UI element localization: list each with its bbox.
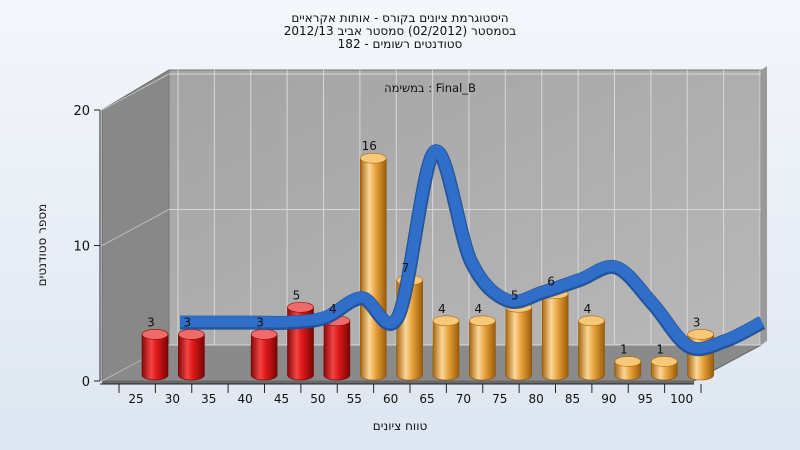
bar-value-label: 5	[293, 288, 301, 302]
grid-line-side	[101, 73, 170, 111]
bar-value-label: 7	[402, 261, 410, 275]
x-tick-label: 50	[310, 392, 325, 406]
bar	[505, 301, 533, 381]
bar-value-label: 4	[329, 302, 337, 316]
bar-value-label: 3	[693, 315, 701, 329]
overlay-curve	[180, 145, 765, 354]
x-tick-label: 85	[565, 392, 580, 406]
bar-body	[578, 320, 605, 381]
bar-body	[541, 293, 569, 381]
x-tick-label: 80	[528, 392, 543, 406]
back-wall	[168, 69, 762, 346]
bar-body	[178, 334, 205, 381]
chart-title-line-2: בסמסטר (02/2012) סמסטר אביב 2012/13	[283, 24, 517, 38]
bar-top	[141, 329, 169, 340]
y-axis-label: מספר סטודנטים	[35, 203, 49, 287]
x-tick-label: 40	[237, 392, 252, 406]
x-tick-label: 95	[638, 392, 653, 406]
bar	[650, 356, 678, 381]
x-tick-label: 35	[201, 392, 216, 406]
x-tick-label: 45	[274, 392, 289, 406]
bar-value-label: 1	[656, 342, 664, 356]
x-axis-label: טווח ציונים	[372, 419, 428, 433]
bar-top	[650, 356, 678, 367]
bar-body	[250, 334, 278, 381]
chart-title: היסטוגרמת ציונים בקורס - אותות אקראיים ב…	[0, 12, 800, 51]
x-tick-label: 90	[601, 392, 616, 406]
bar-top	[687, 329, 714, 340]
bar	[432, 315, 460, 381]
bar-body	[505, 306, 533, 381]
x-tick-label: 75	[492, 392, 507, 406]
bar	[578, 315, 605, 381]
bar-top	[432, 315, 460, 327]
bar	[323, 315, 351, 381]
bar-body	[141, 334, 169, 381]
bar-top	[287, 301, 314, 313]
y-tick-label: 10	[73, 240, 90, 255]
bar-top	[614, 356, 642, 367]
bar	[614, 356, 642, 381]
bar-value-label: 4	[438, 302, 446, 316]
x-tick-label: 65	[419, 392, 434, 406]
bar-top	[469, 315, 496, 327]
bar-value-label: 16	[362, 139, 377, 153]
y-tick-label: 0	[82, 375, 90, 390]
x-tick-label: 60	[383, 392, 398, 406]
bar-value-label: 3	[184, 315, 192, 329]
x-tick-label: 30	[165, 392, 180, 406]
bar-value-label: 1	[620, 342, 628, 356]
right-wall-edge	[761, 66, 767, 345]
floor-edge	[102, 381, 694, 384]
x-tick-label: 55	[347, 392, 362, 406]
bar-value-label: 3	[256, 315, 264, 329]
chart-title-line-3: סטודנטים רשומים - 182	[337, 37, 463, 51]
bar	[469, 315, 496, 381]
x-tick-label: 100	[670, 392, 693, 406]
bar-body	[432, 320, 460, 381]
bar-top	[578, 315, 605, 327]
bar-top	[359, 152, 387, 164]
x-tick-label: 70	[456, 392, 471, 406]
bar-top	[178, 329, 205, 340]
grid-line-side	[101, 209, 170, 246]
bar	[178, 329, 205, 381]
bar-body	[359, 157, 387, 381]
y-tick-label: 20	[73, 104, 90, 119]
bar-value-label: 4	[475, 302, 483, 316]
bar	[141, 329, 169, 381]
bar-body	[323, 320, 351, 381]
bar-value-label: 6	[547, 275, 555, 289]
x-tick-label: 25	[128, 392, 143, 406]
bar-value-label: 4	[584, 302, 592, 316]
bar-body	[469, 320, 496, 381]
bar	[250, 329, 278, 381]
bar-top	[250, 329, 278, 340]
chart-subtitle: במשימה : Final_B	[384, 81, 476, 95]
bar	[287, 301, 314, 381]
bar	[541, 288, 569, 381]
chart-title-line-1: היסטוגרמת ציונים בקורס - אותות אקראיים	[291, 11, 509, 25]
bar-value-label: 3	[147, 315, 155, 329]
bar	[359, 152, 387, 381]
bar-value-label: 5	[511, 288, 519, 302]
